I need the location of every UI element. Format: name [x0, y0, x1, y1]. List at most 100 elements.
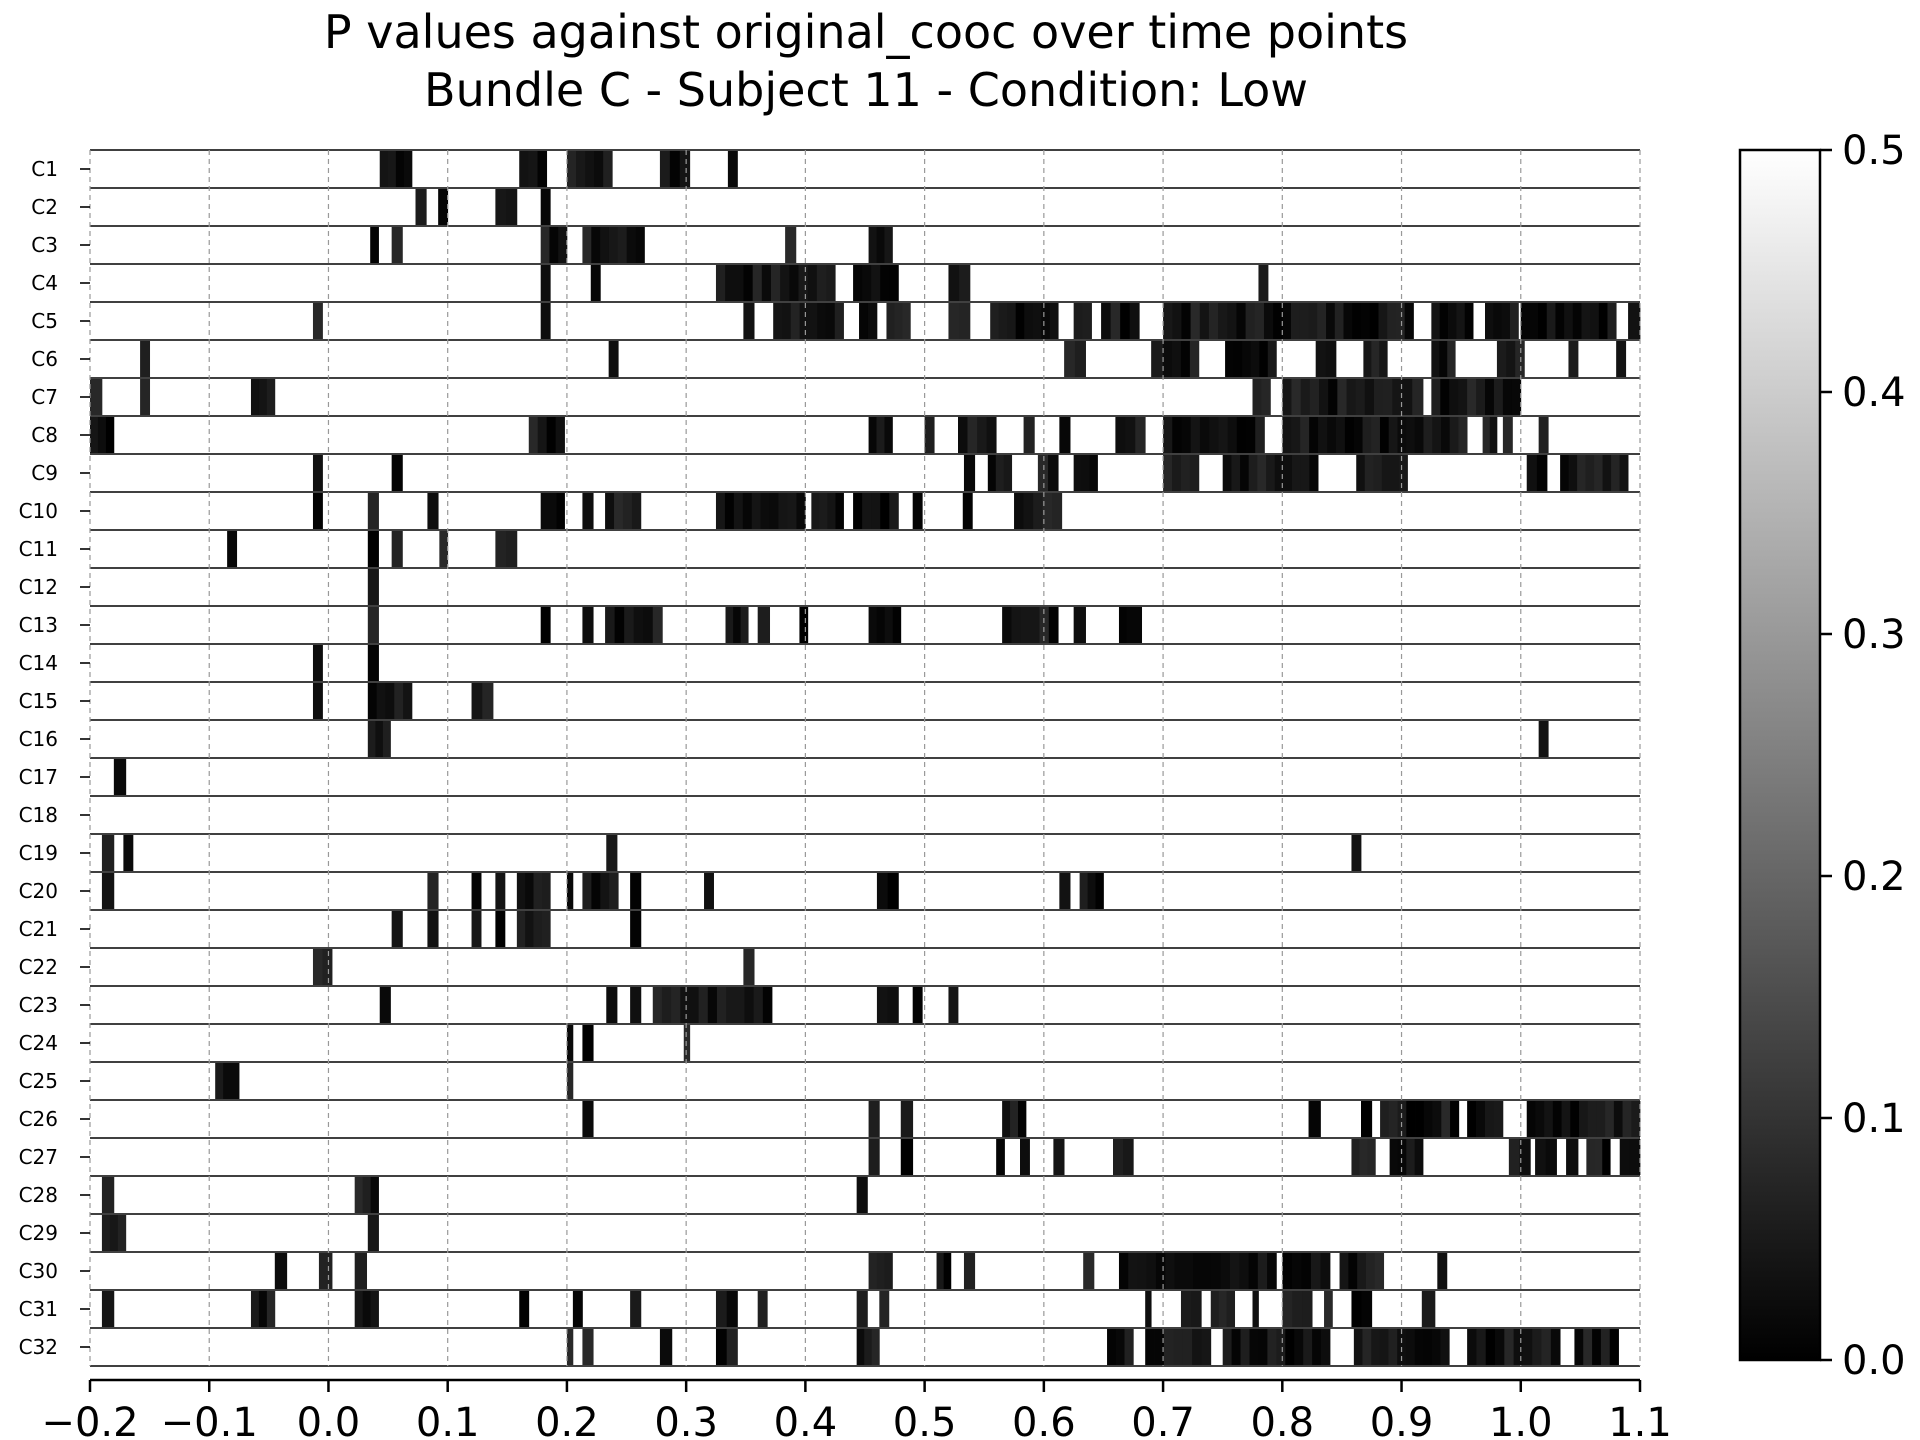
significant-cell	[1423, 417, 1433, 453]
significant-cell	[1083, 1253, 1095, 1289]
significant-cell	[1227, 303, 1237, 339]
significant-cell	[876, 607, 886, 643]
significant-cell	[1246, 417, 1256, 453]
significant-cell	[1448, 303, 1457, 339]
significant-cell	[742, 493, 753, 529]
significant-cell	[967, 417, 978, 453]
significant-cell	[1163, 341, 1173, 377]
significant-cell	[1124, 1329, 1134, 1365]
significant-cell	[1414, 1329, 1424, 1365]
significant-cell	[1586, 1139, 1595, 1175]
heatmap-row-c11	[227, 531, 518, 567]
significant-cell	[1163, 455, 1173, 491]
significant-cell	[1154, 1329, 1165, 1365]
significant-cell	[1493, 1101, 1504, 1137]
significant-cell	[1115, 1329, 1125, 1365]
significant-cell	[395, 151, 405, 187]
significant-cell	[231, 1063, 240, 1099]
chart-subtitle: Bundle C - Subject 11 - Condition: Low	[424, 63, 1308, 117]
heatmap-row-c6	[140, 341, 1627, 377]
significant-cell	[117, 1215, 127, 1251]
significant-cell	[816, 265, 827, 301]
significant-cell	[1383, 379, 1393, 415]
significant-cell	[354, 1177, 364, 1213]
significant-cell	[1594, 455, 1603, 491]
significant-cell	[1532, 1329, 1542, 1365]
significant-cell	[582, 1329, 594, 1365]
heatmap-row-c19	[101, 835, 1362, 871]
significant-cell	[626, 227, 636, 263]
heatmap-row-c29	[101, 1215, 379, 1251]
significant-cell	[1388, 1101, 1398, 1137]
significant-cell	[1315, 341, 1327, 377]
significant-cell	[312, 303, 323, 339]
significant-cell	[528, 417, 539, 453]
significant-cell	[1476, 1329, 1487, 1365]
significant-cell	[1431, 303, 1441, 339]
significant-cell	[1572, 303, 1582, 339]
significant-cell	[1181, 303, 1191, 339]
significant-cell	[1464, 303, 1474, 339]
significant-cell	[1439, 341, 1448, 377]
significant-cell	[1233, 341, 1243, 377]
significant-cell	[726, 1329, 738, 1365]
significant-cell	[889, 265, 899, 301]
significant-cell	[826, 265, 836, 301]
significant-cell	[1254, 303, 1265, 339]
significant-cell	[1003, 455, 1013, 491]
significant-cell	[1343, 303, 1353, 339]
significant-cell	[1282, 379, 1292, 415]
significant-cell	[743, 265, 754, 301]
significant-cell	[876, 1253, 885, 1289]
significant-cell	[1361, 1291, 1373, 1327]
significant-cell	[630, 987, 642, 1023]
significant-cell	[617, 227, 628, 263]
significant-cell	[1594, 1139, 1603, 1175]
significant-cell	[1318, 417, 1328, 453]
significant-cell	[834, 303, 844, 339]
significant-cell	[258, 379, 268, 415]
significant-cell	[1392, 379, 1402, 415]
significant-cell	[1037, 455, 1049, 491]
significant-cell	[1397, 1139, 1407, 1175]
significant-cell	[799, 303, 809, 339]
y-tick-label: C12	[19, 575, 58, 599]
significant-cell	[223, 1063, 232, 1099]
significant-cell	[1574, 1329, 1584, 1365]
significant-cell	[1387, 303, 1397, 339]
significant-cell	[1600, 1329, 1611, 1365]
significant-cell	[546, 417, 556, 453]
significant-cell	[630, 1291, 642, 1327]
significant-cell	[1252, 379, 1262, 415]
significant-cell	[1555, 303, 1565, 339]
significant-cell	[1476, 1101, 1486, 1137]
significant-cell	[1011, 607, 1022, 643]
significant-cell	[367, 721, 376, 757]
significant-cell	[1145, 1291, 1152, 1327]
significant-cell	[391, 227, 403, 263]
significant-cell	[548, 493, 557, 529]
significant-cell	[1628, 303, 1641, 339]
significant-cell	[582, 873, 592, 909]
significant-cell	[1302, 1291, 1313, 1327]
significant-cell	[1519, 1139, 1531, 1175]
significant-cell	[631, 493, 642, 529]
significant-cell	[1113, 1139, 1124, 1175]
significant-cell	[1274, 455, 1284, 491]
significant-cell	[698, 987, 709, 1023]
significant-cell	[762, 987, 773, 1023]
significant-cell	[1440, 1329, 1450, 1365]
significant-cell	[608, 227, 619, 263]
significant-cell	[1535, 1139, 1547, 1175]
significant-cell	[394, 683, 404, 719]
heatmap-row-c23	[379, 987, 959, 1023]
significant-cell	[362, 1291, 371, 1327]
significant-cell	[1353, 1329, 1363, 1365]
significant-cell	[1240, 1329, 1250, 1365]
significant-cell	[856, 1177, 868, 1213]
significant-cell	[1590, 303, 1600, 339]
significant-cell	[1073, 455, 1082, 491]
significant-cell	[1267, 341, 1277, 377]
significant-cell	[1267, 1253, 1277, 1289]
significant-cell	[1002, 607, 1012, 643]
